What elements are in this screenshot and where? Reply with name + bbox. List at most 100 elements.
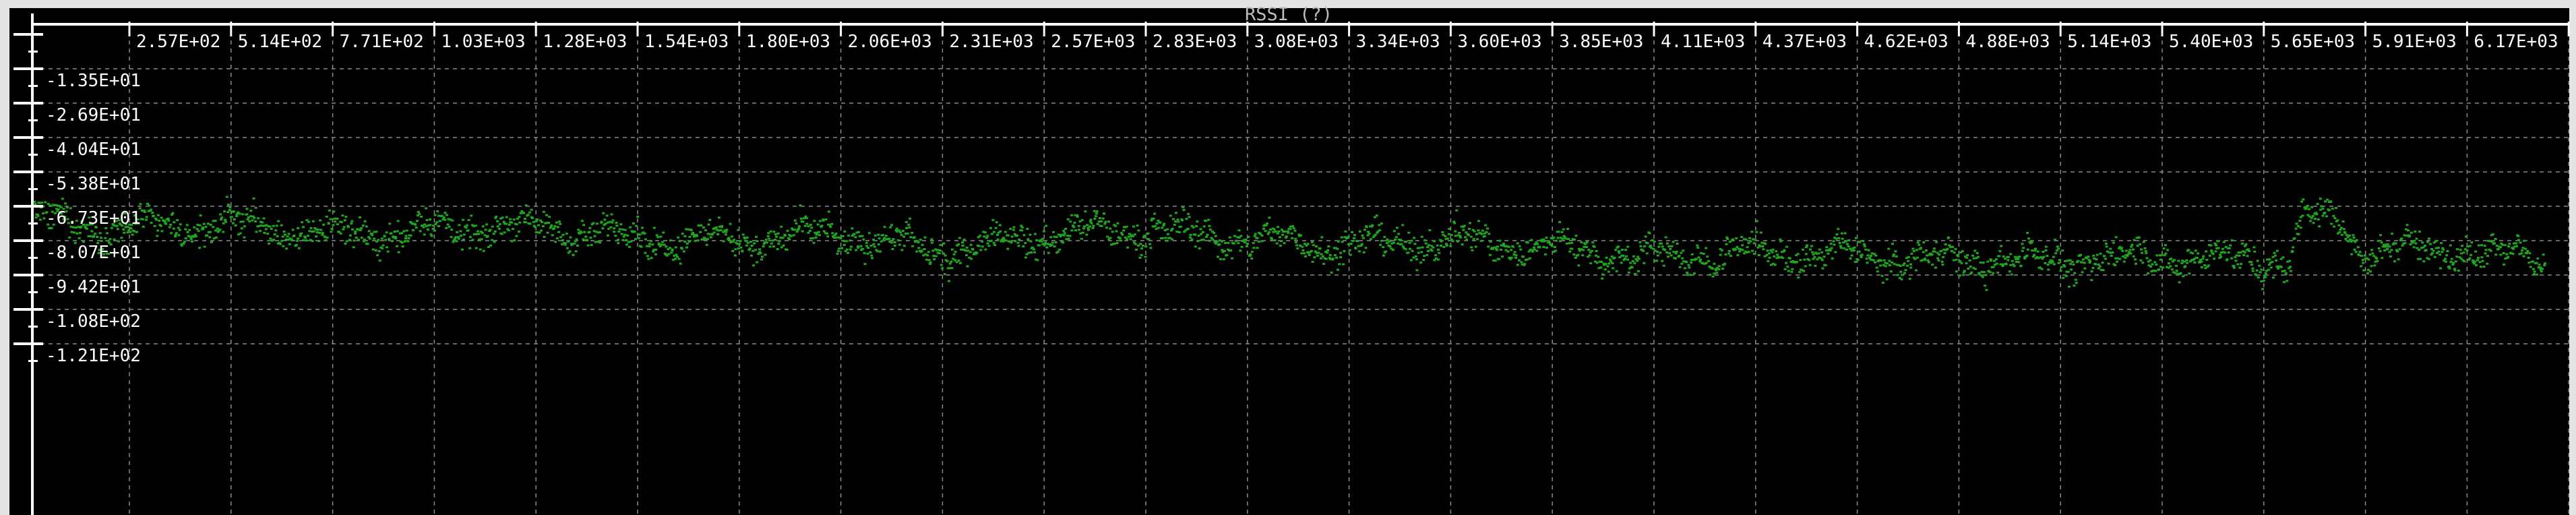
data-point bbox=[2182, 260, 2186, 263]
data-point bbox=[2185, 259, 2188, 262]
data-point bbox=[1818, 248, 1821, 251]
data-point bbox=[1759, 231, 1762, 234]
data-point bbox=[1462, 229, 1465, 231]
data-point bbox=[1043, 243, 1047, 246]
data-point bbox=[140, 210, 144, 212]
data-point bbox=[602, 212, 605, 214]
data-point bbox=[2418, 249, 2421, 251]
data-point bbox=[2071, 260, 2074, 263]
data-point bbox=[1856, 241, 1860, 243]
data-point bbox=[2163, 254, 2166, 257]
data-point bbox=[1597, 267, 1601, 270]
data-point bbox=[1343, 236, 1347, 239]
data-point bbox=[2197, 252, 2200, 255]
data-point bbox=[1972, 257, 1975, 260]
data-point bbox=[1294, 237, 1297, 240]
data-point bbox=[843, 231, 847, 233]
data-point bbox=[594, 241, 597, 243]
data-point bbox=[2304, 208, 2308, 210]
data-point bbox=[1113, 242, 1116, 245]
data-point bbox=[1597, 255, 1600, 258]
data-point bbox=[2477, 244, 2480, 247]
data-point bbox=[915, 250, 919, 253]
data-point bbox=[2173, 259, 2176, 262]
data-point bbox=[464, 226, 468, 229]
data-point bbox=[2257, 276, 2260, 279]
data-point bbox=[133, 214, 136, 217]
data-point bbox=[2403, 242, 2407, 245]
data-point bbox=[371, 248, 375, 251]
data-point bbox=[2238, 266, 2242, 269]
data-point bbox=[2363, 254, 2366, 257]
data-point bbox=[411, 229, 415, 231]
data-point bbox=[986, 242, 989, 245]
data-point bbox=[1328, 253, 1332, 256]
data-point bbox=[2376, 260, 2379, 262]
data-point bbox=[1088, 225, 1091, 228]
data-point bbox=[1874, 254, 1878, 257]
data-point bbox=[1755, 220, 1758, 222]
data-point bbox=[38, 218, 42, 221]
data-point bbox=[2079, 253, 2082, 256]
data-point bbox=[1189, 234, 1192, 237]
data-point bbox=[1139, 243, 1142, 245]
data-point bbox=[1321, 255, 1324, 258]
data-point bbox=[1046, 243, 1049, 245]
data-point bbox=[1363, 229, 1366, 231]
data-point bbox=[1684, 267, 1686, 270]
data-point bbox=[685, 242, 689, 245]
data-point bbox=[519, 212, 522, 214]
data-point bbox=[350, 222, 353, 224]
data-point bbox=[1194, 245, 1197, 248]
data-point bbox=[450, 236, 453, 239]
data-point bbox=[818, 220, 822, 222]
data-point bbox=[1915, 249, 1919, 251]
data-point bbox=[1675, 251, 1678, 253]
data-point bbox=[2017, 261, 2021, 264]
data-point bbox=[359, 216, 361, 219]
data-point bbox=[248, 220, 251, 222]
data-point bbox=[737, 229, 740, 231]
data-point bbox=[1918, 243, 1921, 246]
data-point bbox=[1903, 262, 1906, 265]
data-point bbox=[1272, 228, 1276, 231]
data-point bbox=[2365, 257, 2368, 260]
data-point bbox=[2037, 257, 2040, 260]
data-point bbox=[2145, 252, 2148, 255]
data-point bbox=[2077, 260, 2080, 262]
data-point bbox=[2327, 201, 2331, 204]
x-tick-label: 3.08E+03 bbox=[1254, 32, 1339, 52]
data-point bbox=[2517, 239, 2520, 241]
data-point bbox=[2224, 245, 2228, 248]
data-point bbox=[404, 235, 408, 237]
data-point bbox=[1858, 250, 1861, 253]
data-point bbox=[195, 228, 199, 231]
data-point bbox=[462, 238, 465, 241]
data-point bbox=[1266, 233, 1270, 235]
data-point bbox=[1796, 261, 1798, 264]
data-point bbox=[1163, 229, 1167, 232]
data-point bbox=[1543, 253, 1547, 255]
data-point bbox=[1622, 254, 1625, 257]
data-point bbox=[1803, 258, 1806, 261]
data-point bbox=[1183, 231, 1186, 233]
data-point bbox=[619, 223, 623, 226]
data-point bbox=[896, 239, 900, 241]
data-point bbox=[124, 223, 127, 225]
data-point bbox=[394, 237, 398, 240]
data-point bbox=[2182, 275, 2185, 278]
data-point bbox=[2118, 258, 2122, 260]
data-point bbox=[311, 240, 314, 242]
data-point bbox=[936, 249, 939, 251]
data-point bbox=[193, 226, 196, 229]
data-point bbox=[805, 217, 808, 220]
data-point bbox=[478, 238, 481, 241]
data-point bbox=[1891, 243, 1894, 245]
data-point bbox=[1804, 265, 1807, 268]
data-point bbox=[405, 229, 408, 232]
data-point bbox=[588, 226, 592, 229]
data-point bbox=[1258, 240, 1261, 243]
data-point bbox=[1940, 249, 1943, 252]
data-point bbox=[1777, 256, 1781, 259]
data-point bbox=[1674, 252, 1678, 255]
